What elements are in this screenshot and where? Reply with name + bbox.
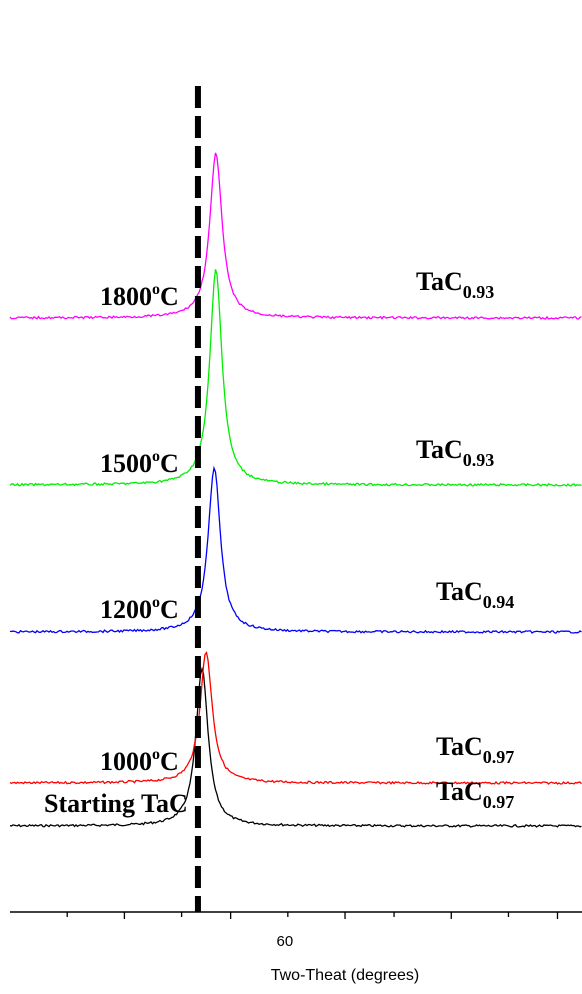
trace-t1200 [9, 465, 582, 634]
series-labels: Starting TaC TaC0.97 1000oC TaC0.97 1200oC Ta… [44, 267, 514, 818]
composition-label-t1000: TaC0.97 [436, 732, 514, 767]
series-label-starting: Starting TaC [44, 789, 188, 818]
series-label-t1200: 1200oC [100, 594, 179, 624]
series-label-t1500: 1500oC [100, 448, 179, 478]
trace-t1000 [9, 651, 582, 785]
trace-t1500 [9, 269, 582, 487]
composition-label-starting: TaC0.97 [436, 777, 514, 812]
diffraction-traces [9, 152, 582, 828]
x-axis-title: Two-Theat (degrees) [271, 967, 420, 984]
composition-label-t1200: TaC0.94 [436, 577, 514, 612]
trace-starting [9, 666, 582, 828]
composition-label-t1500: TaC0.93 [416, 435, 494, 470]
trace-t1800 [9, 152, 582, 320]
composition-label-t1800: TaC0.93 [416, 267, 494, 302]
x-tick-label: 60 [276, 933, 293, 950]
series-label-t1000: 1000oC [100, 746, 179, 776]
x-axis: 60 [10, 911, 582, 950]
series-label-t1800: 1800oC [100, 281, 179, 311]
